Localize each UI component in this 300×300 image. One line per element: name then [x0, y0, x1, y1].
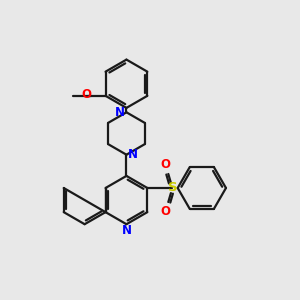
Text: O: O [160, 205, 171, 218]
Text: S: S [168, 182, 178, 194]
Text: N: N [115, 106, 125, 119]
Text: O: O [160, 158, 171, 171]
Text: N: N [128, 148, 138, 161]
Text: O: O [81, 88, 92, 101]
Text: N: N [122, 224, 131, 237]
